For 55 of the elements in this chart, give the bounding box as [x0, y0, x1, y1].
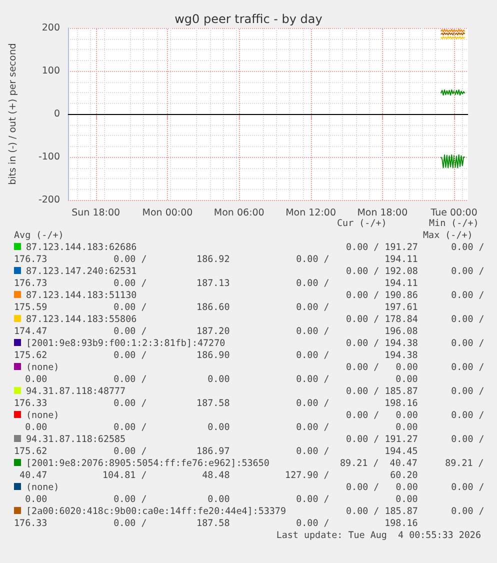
- text: 0.00 / 185.87 0.00 /: [346, 386, 484, 398]
- text: 0.00 / 185.87 0.00 /: [346, 506, 484, 518]
- text: Min (-/+): [429, 218, 479, 230]
- text: 175.59 0.00 / 186.60 0.00 / 197.61: [13, 302, 419, 314]
- text: Avg (-/+): [14, 230, 64, 241]
- y-tick-label: -200: [38, 194, 60, 206]
- x-tick-label: Mon 06:00: [214, 208, 264, 218]
- text: 175.62 0.00 / 186.97 0.00 / 194.45: [13, 446, 419, 458]
- y-tick-label: 200: [42, 22, 60, 34]
- text: 176.73 0.00 / 187.13 0.00 / 194.11: [13, 278, 419, 290]
- legend-label: (none): [26, 362, 60, 373]
- legend-label: 94.31.87.118:48777: [26, 386, 126, 397]
- text: 40.47 104.81 / 48.48 127.90 / 60.20: [18, 470, 419, 482]
- text: 174.47 0.00 / 187.20 0.00 / 196.08: [13, 326, 419, 338]
- text: 0.00 / 190.86 0.00 /: [346, 290, 484, 302]
- text: 176.73 0.00 / 186.92 0.00 / 194.11: [13, 254, 419, 266]
- text: 0.00 / 178.84 0.00 /: [346, 314, 484, 326]
- legend-label: [2001:9e8:93b9:f00:1:2:3:81fb]:47270: [26, 338, 226, 349]
- x-tick-label: Sun 18:00: [72, 208, 120, 218]
- x-tick-label: Mon 12:00: [286, 208, 336, 218]
- y-tick-label: 100: [42, 66, 60, 76]
- legend-label: 87.123.144.183:55806: [26, 314, 137, 325]
- text: 0.00 / 0.00 0.00 /: [346, 362, 484, 374]
- y-tick-label: -100: [38, 152, 60, 162]
- y-axis-title: bits in (-) / out (+) per second: [8, 43, 18, 185]
- legend-label: (none): [26, 410, 60, 421]
- x-tick-label: Mon 00:00: [142, 208, 193, 218]
- text: 0.00 0.00 / 0.00 0.00 / 0.00: [24, 494, 419, 506]
- text: Last update: Tue Aug 4 00:55:33 2026: [275, 530, 482, 542]
- text: 0.00 0.00 / 0.00 0.00 / 0.00: [24, 422, 419, 434]
- text: 89.21 / 40.47 89.21 /: [340, 458, 484, 470]
- text: 175.62 0.00 / 186.90 0.00 / 194.38: [13, 350, 419, 362]
- legend-label: 87.123.147.240:62531: [26, 266, 137, 277]
- text: 0.00 / 0.00 0.00 /: [346, 410, 484, 422]
- text: 176.33 0.00 / 187.58 0.00 / 198.16: [13, 398, 419, 410]
- text: 176.33 0.00 / 187.58 0.00 / 198.16: [13, 518, 419, 530]
- chart-title: wg0 peer traffic - by day: [174, 12, 322, 26]
- x-tick-label: Tue 00:00: [430, 208, 478, 218]
- text: 0.00 / 191.27 0.00 /: [346, 242, 484, 254]
- text: 0.00 / 192.08 0.00 /: [346, 266, 484, 278]
- text: 0.00 / 194.38 0.00 /: [346, 338, 484, 350]
- legend-label: (none): [26, 482, 60, 493]
- text: Cur (-/+): [337, 218, 387, 230]
- legend-label: [2001:9e8:2076:8905:5054:ff:fe76:e962]:53650: [26, 458, 270, 469]
- legend-label: [2a00:6020:418c:9b00:ca0e:14ff:fe20:44e4]:53379: [26, 506, 286, 517]
- text: 0.00 0.00 / 0.00 0.00 / 0.00: [24, 374, 419, 386]
- legend-label: 87.123.144.183:51130: [26, 290, 137, 301]
- line-series: [440, 154, 466, 168]
- legend-label: 94.31.87.118:62585: [26, 434, 126, 445]
- text: 0.00 / 0.00 0.00 /: [346, 482, 484, 494]
- legend-label: 87.123.144.183:62686: [26, 242, 137, 253]
- text: 0.00 / 191.27 0.00 /: [346, 434, 484, 446]
- y-tick-label: 0: [54, 108, 60, 120]
- text: Max (-/+): [423, 230, 473, 242]
- x-tick-label: Mon 18:00: [357, 208, 408, 218]
